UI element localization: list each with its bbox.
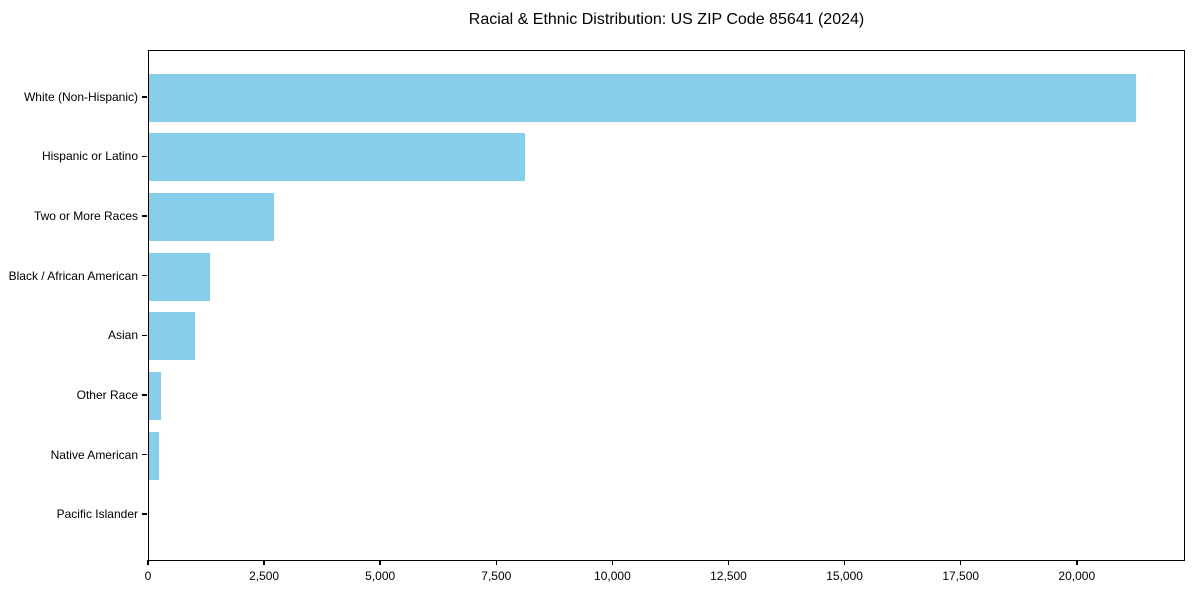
y-axis-label: Black / African American bbox=[8, 268, 138, 283]
y-axis-label: Hispanic or Latino bbox=[41, 149, 138, 164]
x-tick-label: 0 bbox=[144, 569, 152, 583]
bar bbox=[149, 312, 195, 361]
x-tick-mark bbox=[727, 560, 730, 565]
y-tick-mark bbox=[142, 334, 147, 337]
bar bbox=[149, 73, 1136, 122]
y-tick-mark bbox=[142, 513, 147, 515]
y-tick-mark bbox=[142, 215, 147, 217]
bar bbox=[149, 252, 210, 301]
y-tick-mark bbox=[142, 96, 147, 98]
bar bbox=[149, 133, 526, 182]
y-axis-label: Two or More Races bbox=[33, 209, 138, 224]
x-tick-label: 10,000 bbox=[594, 569, 631, 583]
x-tick-mark bbox=[379, 560, 381, 565]
chart-title: Racial & Ethnic Distribution: US ZIP Cod… bbox=[468, 11, 865, 28]
y-axis-label: White (Non-Hispanic) bbox=[23, 89, 138, 104]
x-tick-label: 17,500 bbox=[942, 569, 980, 583]
x-tick-label: 7,500 bbox=[481, 569, 512, 583]
x-tick-label: 12,500 bbox=[710, 569, 747, 583]
x-tick-label: 2,500 bbox=[249, 569, 280, 583]
x-tick-mark bbox=[959, 560, 962, 565]
bar bbox=[149, 431, 159, 480]
x-tick-mark bbox=[1076, 560, 1078, 565]
x-tick-mark bbox=[843, 560, 846, 565]
bar bbox=[149, 193, 275, 242]
y-tick-mark bbox=[142, 274, 147, 277]
plot-area bbox=[148, 50, 1185, 561]
x-tick-label: 15,000 bbox=[826, 569, 863, 583]
bar bbox=[149, 371, 161, 420]
y-tick-mark bbox=[142, 453, 147, 456]
x-tick-label: 20,000 bbox=[1058, 569, 1096, 583]
y-axis-label: Other Race bbox=[76, 387, 138, 402]
x-tick-mark bbox=[147, 560, 149, 565]
y-axis-label: Native American bbox=[50, 447, 138, 462]
y-axis-label: Pacific Islander bbox=[56, 507, 138, 522]
y-axis-label: Asian bbox=[107, 328, 138, 343]
x-tick-mark bbox=[263, 560, 265, 565]
y-tick-mark bbox=[142, 155, 147, 158]
x-tick-mark bbox=[611, 560, 614, 565]
x-tick-mark bbox=[495, 560, 498, 565]
x-tick-label: 5,000 bbox=[365, 569, 396, 583]
y-tick-mark bbox=[142, 394, 147, 396]
